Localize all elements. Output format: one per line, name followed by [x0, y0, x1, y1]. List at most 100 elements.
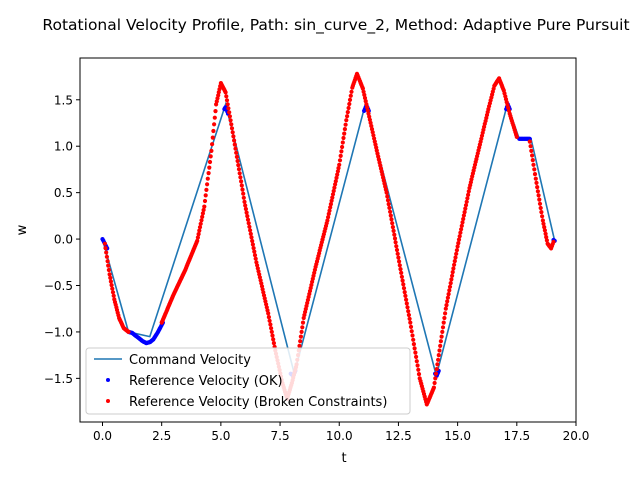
x-tick-label: 7.5 — [271, 429, 290, 443]
point-reference-broken — [406, 312, 411, 318]
point-reference-broken — [462, 210, 467, 215]
point-reference-broken — [211, 128, 216, 134]
point-reference-broken — [439, 334, 444, 339]
x-tick-label: 0.0 — [93, 429, 112, 443]
point-reference-broken — [529, 148, 534, 153]
point-reference-broken — [195, 238, 200, 243]
point-reference-broken — [200, 211, 205, 216]
series-reference-broken — [102, 71, 556, 407]
point-reference-broken — [537, 201, 543, 206]
point-reference-broken — [349, 89, 354, 94]
point-reference-broken — [435, 362, 440, 367]
point-reference-broken — [438, 343, 443, 348]
point-reference-broken — [371, 133, 376, 138]
point-reference-broken — [334, 175, 339, 180]
point-reference-broken — [234, 150, 239, 155]
point-reference-broken — [536, 193, 541, 198]
point-reference-broken — [236, 167, 242, 172]
point-reference-broken — [461, 216, 466, 222]
point-reference-broken — [335, 172, 340, 177]
point-reference-broken — [454, 251, 459, 256]
point-reference-broken — [445, 295, 450, 300]
point-reference-broken — [347, 101, 352, 107]
point-reference-broken — [337, 162, 342, 167]
point-reference-broken — [436, 353, 441, 358]
point-reference-broken — [330, 195, 335, 200]
point-reference-broken — [223, 90, 228, 95]
point-reference-broken — [544, 235, 549, 240]
point-reference-broken — [337, 158, 343, 163]
point-reference-broken — [104, 250, 109, 255]
point-reference-broken — [107, 272, 112, 277]
point-reference-broken — [447, 288, 452, 293]
point-reference-broken — [342, 131, 347, 136]
point-reference-broken — [224, 94, 229, 99]
point-reference-broken — [394, 244, 399, 249]
legend-box — [85, 347, 411, 415]
point-reference-broken — [108, 275, 113, 280]
point-reference-broken — [228, 118, 233, 123]
legend-marker-reference-broken — [106, 399, 110, 403]
point-reference-broken — [459, 223, 464, 228]
point-reference-broken — [414, 354, 419, 359]
point-reference-broken — [239, 183, 244, 188]
point-reference-broken — [333, 182, 338, 187]
point-reference-broken — [441, 320, 446, 325]
point-reference-broken — [343, 122, 348, 127]
point-reference-broken — [397, 259, 402, 264]
point-reference-broken — [248, 231, 253, 236]
point-reference-broken — [250, 238, 255, 244]
point-reference-broken — [224, 98, 230, 103]
point-reference-broken — [241, 195, 246, 200]
point-reference-broken — [385, 198, 391, 203]
legend-marker-reference-ok — [106, 378, 110, 382]
point-reference-broken — [463, 203, 469, 208]
point-reference-broken — [109, 283, 114, 288]
point-reference-broken — [410, 333, 415, 338]
point-reference-broken — [231, 134, 236, 139]
chart-title: Rotational Velocity Profile, Path: sin_c… — [42, 16, 629, 35]
point-reference-broken — [326, 211, 331, 216]
point-reference-broken — [269, 326, 274, 331]
point-reference-broken — [225, 102, 230, 107]
point-reference-broken — [240, 187, 245, 192]
y-tick-label: −1.0 — [44, 325, 73, 339]
legend-label-reference-ok: Reference Velocity (OK) — [129, 374, 283, 389]
point-reference-broken — [298, 334, 303, 339]
point-reference-broken — [199, 218, 204, 223]
point-reference-broken — [460, 220, 465, 225]
point-reference-broken — [431, 385, 436, 390]
point-reference-broken — [203, 193, 208, 198]
y-axis-ticks: −1.5 −1.0 −0.5 0.0 0.5 1.0 1.5 — [44, 93, 80, 386]
point-reference-broken — [453, 255, 458, 260]
x-tick-label: 17.5 — [503, 429, 530, 443]
point-reference-broken — [246, 221, 251, 226]
point-reference-broken — [339, 149, 344, 154]
point-reference-broken — [528, 144, 533, 149]
point-reference-broken — [229, 126, 235, 131]
point-reference-broken — [331, 188, 336, 194]
y-tick-label: 1.0 — [54, 140, 73, 154]
point-reference-broken — [233, 146, 238, 151]
point-reference-broken — [207, 159, 213, 165]
point-reference-broken — [198, 221, 203, 226]
point-reference-broken — [444, 303, 449, 308]
point-reference-broken — [538, 205, 543, 211]
point-reference-broken — [196, 232, 201, 237]
point-reference-broken — [404, 301, 409, 306]
point-reference-broken — [456, 241, 461, 246]
point-reference-broken — [385, 194, 390, 199]
y-tick-label: 0.0 — [54, 233, 73, 247]
point-reference-broken — [104, 254, 109, 259]
point-reference-broken — [210, 142, 215, 147]
point-reference-broken — [232, 142, 237, 147]
point-reference-broken — [408, 324, 414, 329]
point-reference-broken — [458, 230, 463, 235]
point-reference-broken — [450, 270, 455, 275]
point-reference-broken — [106, 267, 111, 273]
point-reference-broken — [342, 127, 347, 132]
point-reference-broken — [345, 110, 350, 115]
y-tick-label: 0.5 — [54, 186, 73, 200]
point-reference-broken — [251, 246, 256, 251]
x-axis-label: t — [341, 451, 346, 466]
